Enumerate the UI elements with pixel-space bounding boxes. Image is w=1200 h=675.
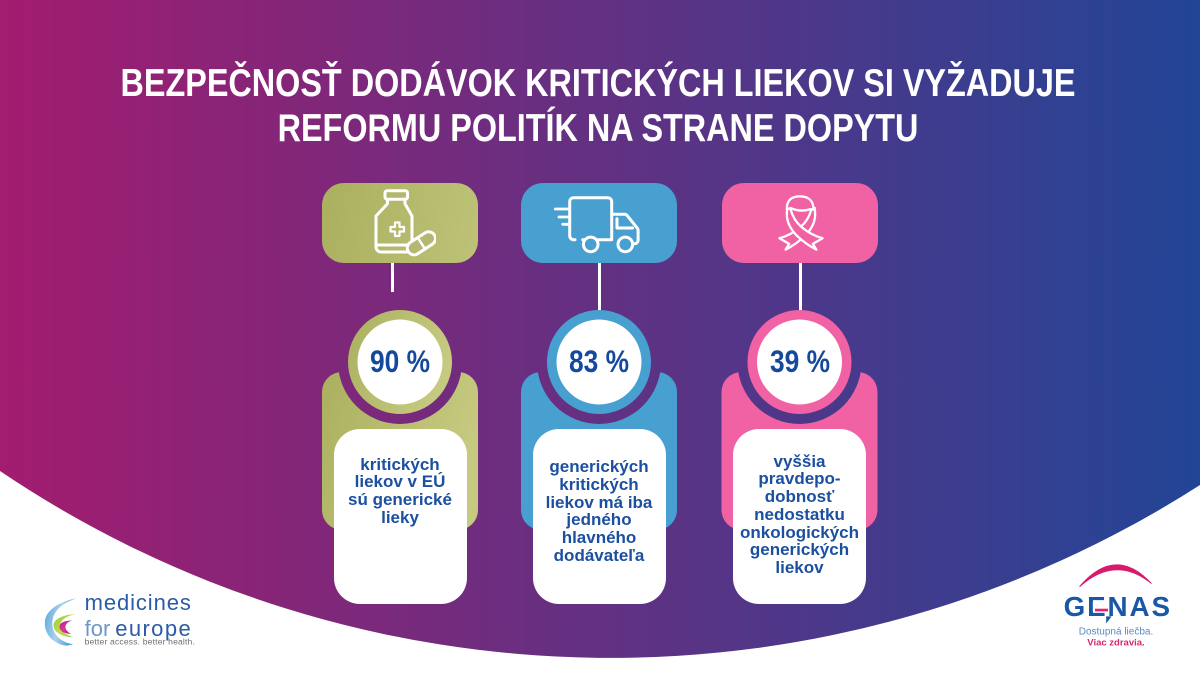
svg-text:europe: europe [115,616,192,641]
svg-text:Dostupná liečba.: Dostupná liečba. [1079,627,1154,638]
svg-text:better access. better health.: better access. better health. [85,637,195,647]
svg-text:Viac zdravia.: Viac zdravia. [1087,638,1144,649]
svg-text:medicines: medicines [85,590,192,615]
svg-text:GENAS: GENAS [1064,591,1172,622]
svg-text:for: for [85,616,111,641]
